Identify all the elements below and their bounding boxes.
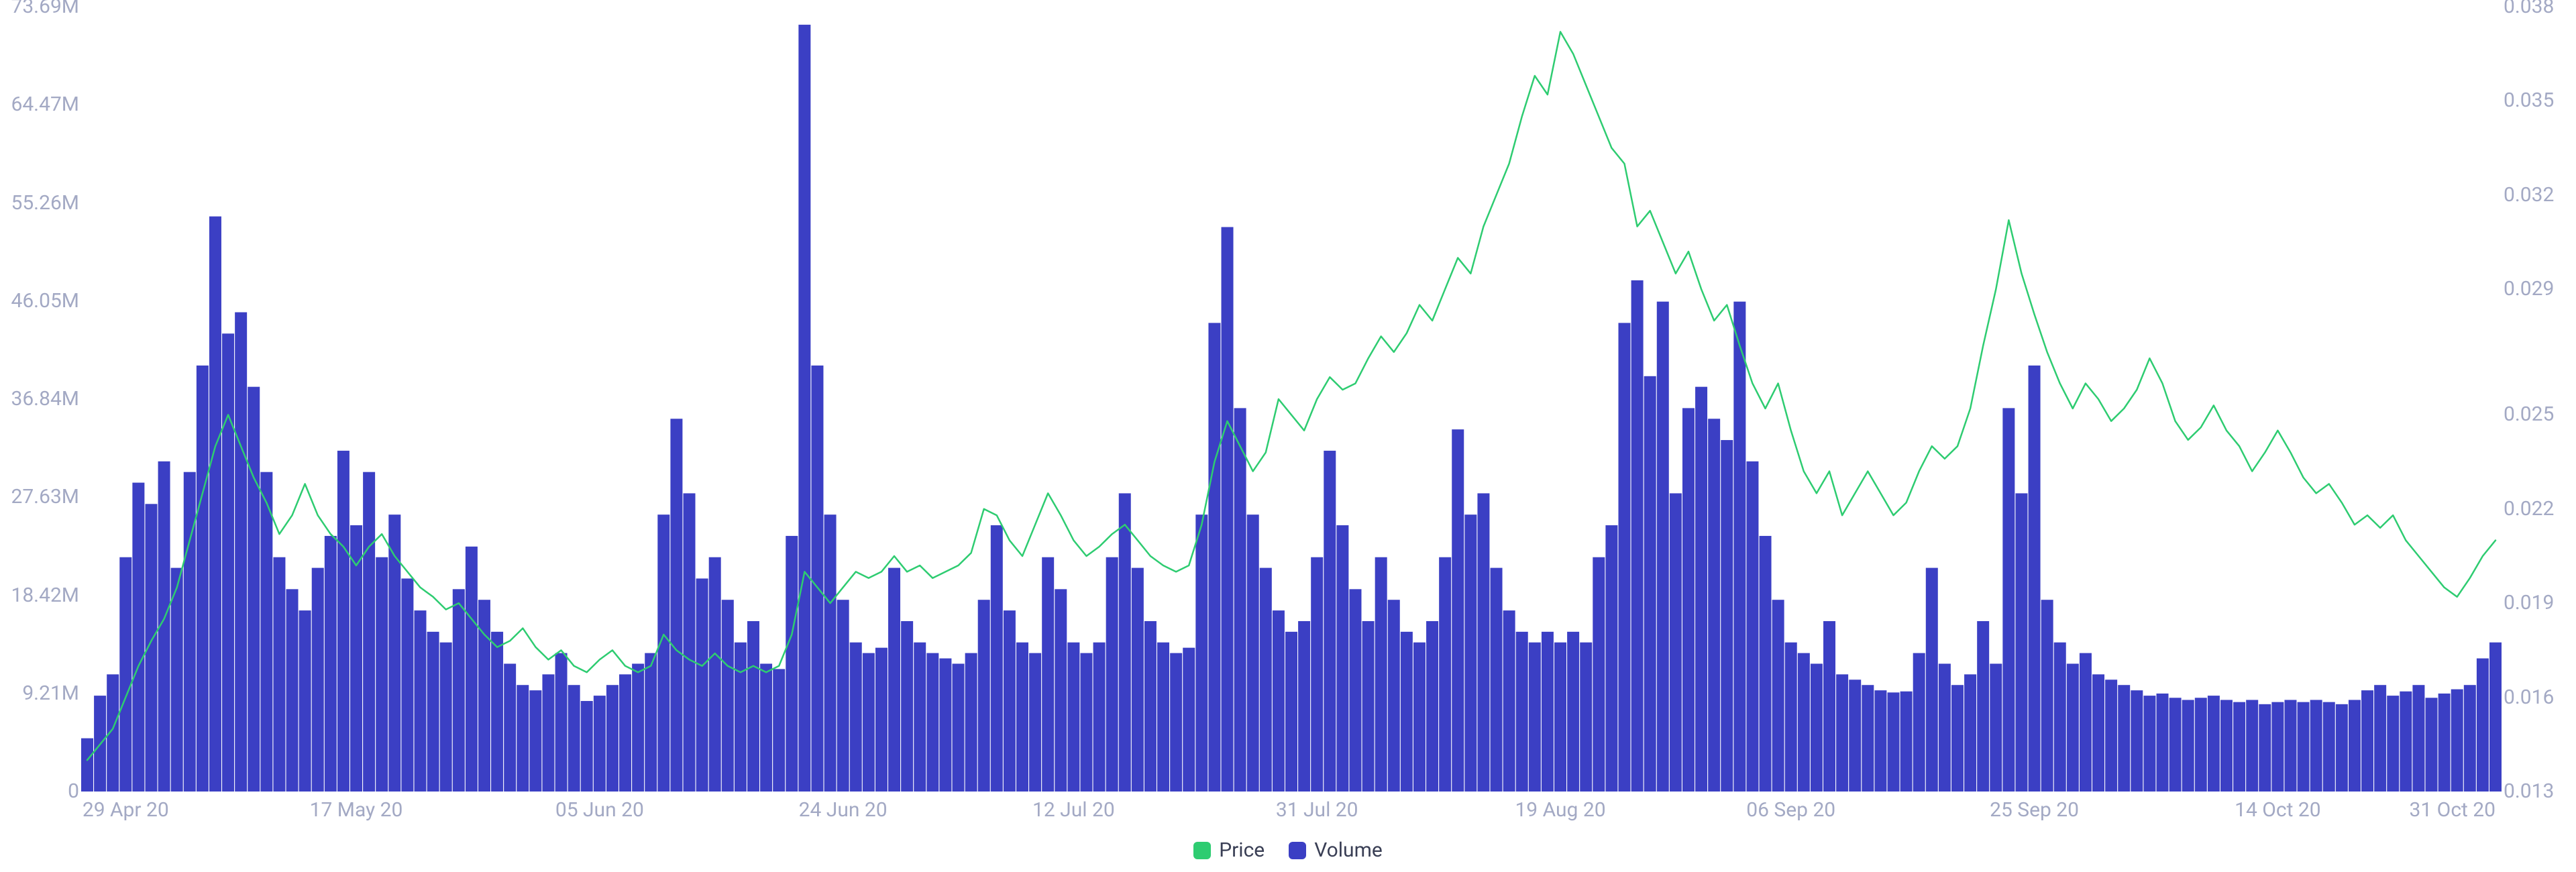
legend-label: Price <box>1219 838 1265 862</box>
legend-item[interactable]: Price <box>1193 838 1265 862</box>
volume-bars <box>81 25 2502 792</box>
legend-label: Volume <box>1314 838 1383 862</box>
chart-legend: Price Volume <box>0 838 2576 865</box>
legend-swatch <box>1193 842 1211 859</box>
legend-swatch <box>1289 842 1306 859</box>
plot-area[interactable] <box>0 0 2576 872</box>
price-volume-chart: 09.21M18.42M27.63M36.84M46.05M55.26M64.4… <box>0 0 2576 872</box>
legend-item[interactable]: Volume <box>1289 838 1383 862</box>
